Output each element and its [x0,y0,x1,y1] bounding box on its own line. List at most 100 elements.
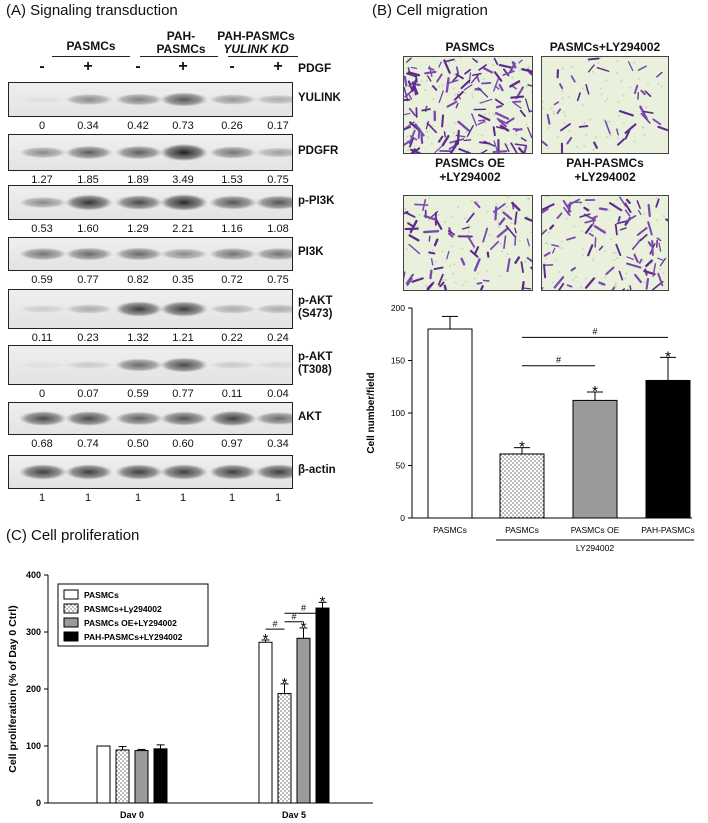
pore [576,145,579,148]
migrated-cell [509,80,521,88]
pore [454,93,457,96]
pore [465,130,468,133]
migrated-cell [479,141,491,145]
significance-marker: * [519,439,525,456]
quantification-value: 0.17 [267,120,289,132]
migrated-cell [407,222,414,228]
migrated-cell [421,108,431,112]
migrated-cell [542,287,544,290]
quantification-value: 1 [228,492,236,504]
migrated-cell [625,198,631,204]
blot-band [65,464,113,480]
pore [461,284,464,287]
pore [568,130,571,133]
y-tick-label: 300 [26,627,41,637]
blot-p-pi3k [8,185,293,220]
pore [506,144,509,147]
migrated-cell [593,141,598,149]
pore [571,65,574,68]
pore [506,196,509,199]
micrograph-pah-pasmcs-ly294002 [541,195,669,291]
migrated-cell [524,216,532,223]
migrated-cell [424,70,437,75]
proliferation-bar-chart: 0 100 200 300 400 Cell proliferation (% of Da… [7,570,373,818]
migrated-cell [496,227,510,238]
x-tick-label: PAH-PASMCs [641,525,695,535]
blot-band [160,464,208,480]
blot-label: p-AKT (T308) [298,351,333,376]
pore [454,122,457,125]
migrated-cell [502,211,513,220]
pore [412,93,415,96]
migrated-cell [404,98,411,102]
legend-label: PASMCs+Ly294002 [84,604,162,614]
migrated-cell [446,79,459,85]
legend-label: PAH-PASMCs+LY294002 [84,632,183,642]
pore [563,111,566,114]
pore [544,257,547,260]
migrated-cell [408,94,413,100]
migrated-cell [425,120,429,130]
pore [550,107,553,110]
pore [472,247,475,250]
pore [662,214,665,217]
bar [645,379,691,519]
bar [499,453,545,519]
migrated-cell [542,140,548,147]
migrated-cell [446,100,458,108]
migrated-cell [420,133,424,145]
pore [476,59,479,62]
migrated-cell [494,206,498,221]
migrated-cell [492,150,508,153]
pore [497,221,500,224]
pore [604,275,607,278]
migrated-cell [621,288,626,290]
comparison-marker: # [291,612,296,622]
migrated-cell [615,243,622,257]
migrated-cell [454,140,458,147]
comparison-marker: # [301,603,306,613]
migrated-cell [444,58,455,63]
migrated-cell [447,232,454,238]
blot-band [209,146,257,159]
x-tick-label: PASMCs [433,525,467,535]
blot-band [65,304,113,314]
quantification-value: 0.07 [77,388,99,400]
bar [258,641,273,804]
blot-band [209,195,257,210]
y-tick-label: 150 [391,356,405,366]
migrated-cell [436,73,443,83]
migrated-cell [480,149,488,153]
panel-c-title: (C) Cell proliferation [6,527,140,544]
migrated-cell [598,207,608,211]
migrated-cell [652,118,662,126]
migrated-cell [604,120,611,135]
group-header-pasmcs: PASMCs [66,39,116,53]
quantification-row: 0.68 0.74 0.50 0.60 0.97 0.34 [8,438,291,452]
quantification-value: 0.73 [172,120,194,132]
migrated-cell [527,127,532,139]
comparison-marker: # [592,326,597,336]
migrated-cell [447,230,456,236]
pore [609,134,612,137]
pore [604,250,607,253]
pore [643,212,646,215]
migrated-cell [526,238,530,247]
migrated-cell [434,217,443,230]
pore [599,57,602,60]
legend-label: PASMCs [84,590,119,600]
migrated-cell [562,200,572,213]
pore [642,259,645,262]
pore [625,57,628,59]
migrated-cell [404,86,409,102]
y-tick-label: 0 [36,798,41,808]
migrated-cell [498,64,513,69]
pore [416,225,419,228]
migrated-cell [636,227,648,236]
blot-band [255,304,292,314]
pore [454,59,457,62]
migrated-cell [608,202,623,212]
migrated-cell [614,223,618,236]
pore [561,247,564,250]
migrated-cell [437,273,444,286]
